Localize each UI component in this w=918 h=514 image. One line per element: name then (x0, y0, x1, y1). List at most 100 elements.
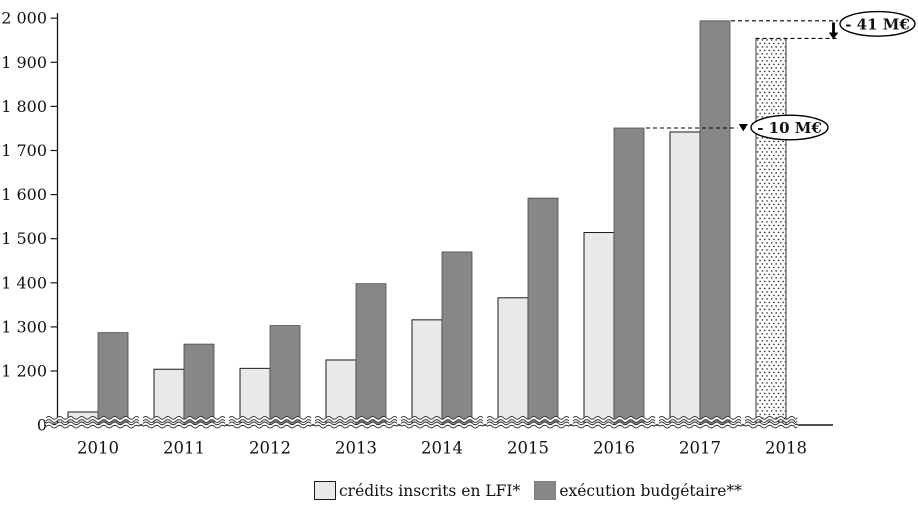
y-tick-label-2000: 2 000 (1, 9, 47, 28)
axis-break-line-2013-1b (314, 424, 398, 429)
axis-break-line-2016-0a (572, 415, 656, 420)
bar-exec-2011 (183, 343, 215, 426)
y-axis: 2 000 1 900 1 800 1 700 1 600 1 500 1 400 1 300… (1, 9, 59, 435)
axis-break-white-2013-1 (313, 422, 399, 428)
bar-exec-2013 (355, 283, 387, 426)
axis-break-line-2015-1a (486, 421, 570, 426)
annotation-minus-41-oval (839, 10, 916, 37)
chart-legend: crédits inscrits en LFI* exécution budgé… (314, 481, 742, 500)
axis-break-line-2015-0a (486, 415, 570, 420)
year-label-2012: 2012 (249, 439, 291, 458)
axis-break-white-2018-1 (743, 422, 799, 428)
annotation-minus-10: - 10 M€ (646, 114, 829, 141)
year-label-2011: 2011 (163, 439, 205, 458)
axis-break-marks (44, 415, 799, 429)
axis-break-line-2017-0b (658, 419, 742, 423)
legend-label-lfi: crédits inscrits en LFI* (339, 481, 521, 500)
axis-break-line-2013-0b (314, 419, 398, 423)
axis-break-line-2010-1b (45, 424, 140, 429)
annotation-minus-41-label: - 41 M€ (845, 15, 910, 33)
bar-lfi-2018-dotted (756, 38, 786, 426)
y-tick-label-1900: 1 900 (1, 53, 47, 72)
annotation-minus-10-label: - 10 M€ (757, 119, 822, 137)
axis-break-white-2017-0 (657, 416, 743, 423)
axis-break-white-2010-1 (44, 422, 141, 428)
axis-break-line-2017-1a (658, 421, 742, 426)
axis-break-line-2011-1b (142, 424, 226, 429)
axis-break-line-2012-1a (228, 421, 312, 426)
axis-break-line-2018-1a (744, 421, 798, 426)
bars (67, 20, 787, 426)
axis-break-white-2014-1 (399, 422, 485, 428)
axis-break-white-2010-0 (44, 416, 141, 423)
legend-item-exec: exécution budgétaire** (534, 481, 742, 500)
y-tick-label-1500: 1 500 (1, 229, 47, 248)
bar-exec-2014 (441, 251, 473, 426)
axis-break-line-2018-1b (744, 424, 798, 429)
axis-break-white-2013-0 (313, 416, 399, 423)
year-label-2017: 2017 (679, 439, 721, 458)
annotation-minus-41: - 41 M€ (731, 10, 916, 40)
axis-break-line-2010-1a (45, 421, 140, 426)
axis-break-line-2012-0b (228, 419, 312, 423)
year-label-2013: 2013 (335, 439, 377, 458)
axis-break-white-2012-1 (227, 422, 313, 428)
axis-break-line-2014-1a (400, 421, 484, 426)
axis-break-line-2014-1b (400, 424, 484, 429)
legend-swatch-exec-icon (534, 481, 557, 500)
year-label-2014: 2014 (421, 439, 463, 458)
bar-lfi-2017 (669, 131, 701, 426)
bar-exec-2016 (613, 127, 645, 426)
year-label-2010: 2010 (77, 439, 119, 458)
bar-exec-2017 (699, 20, 731, 426)
bar-lfi-2016 (583, 232, 615, 426)
y-tick-label-1700: 1 700 (1, 141, 47, 160)
bar-exec-2015 (527, 197, 559, 426)
axis-break-line-2011-0b (142, 419, 226, 423)
y-tick-label-1600: 1 600 (1, 185, 47, 204)
bar-lfi-2014 (411, 319, 443, 426)
y-tick-label-1400: 1 400 (1, 273, 47, 292)
axis-break-white-2011-0 (141, 416, 227, 423)
legend-label-exec: exécution budgétaire** (559, 481, 742, 500)
axis-break-white-2012-0 (227, 416, 313, 423)
axis-break-white-2014-0 (399, 416, 485, 423)
axis-break-line-2012-1b (228, 424, 312, 429)
bar-exec-2010 (97, 332, 129, 426)
bar-lfi-2011 (153, 368, 185, 426)
axis-break-white-2017-1 (657, 422, 743, 428)
axis-break-line-2014-0b (400, 419, 484, 423)
axis-break-line-2010-0a (45, 415, 140, 420)
year-label-2018: 2018 (765, 439, 807, 458)
axis-break-line-2013-1a (314, 421, 398, 426)
axis-break-line-2012-0a (228, 415, 312, 420)
axis-break-line-2018-0a (744, 415, 798, 420)
y-tick-label-0: 0 (37, 416, 47, 435)
legend-swatch-lfi-icon (314, 481, 336, 500)
axis-break-line-2015-1b (486, 424, 570, 429)
axis-break-line-2011-1a (142, 421, 226, 426)
axis-break-white-2015-0 (485, 416, 571, 423)
annotation-minus-10-pointer-icon (738, 124, 748, 132)
annotation-minus-10-oval (750, 114, 829, 141)
y-tick-label-1800: 1 800 (1, 97, 47, 116)
legend-item-lfi: crédits inscrits en LFI* (314, 481, 520, 500)
year-label-2015: 2015 (507, 439, 549, 458)
bar-exec-2012 (269, 325, 301, 426)
axis-break-white-2018-0 (743, 416, 799, 423)
y-tick-label-1200: 1 200 (1, 362, 47, 381)
axis-break-white-2016-0 (571, 416, 657, 423)
axis-break-line-2015-0b (486, 419, 570, 423)
axis-break-line-2017-0a (658, 415, 742, 420)
axis-break-line-2013-0a (314, 415, 398, 420)
axis-break-line-2011-0a (142, 415, 226, 420)
bar-lfi-2015 (497, 297, 529, 426)
axis-break-white-2016-1 (571, 422, 657, 428)
axis-break-line-2016-1a (572, 421, 656, 426)
bar-lfi-2013 (325, 359, 357, 426)
axis-break-line-2016-0b (572, 419, 656, 423)
x-axis-labels: 2010 2011 2012 2013 2014 2015 2016 2017 2018 (77, 439, 807, 458)
axis-break-line-2010-0b (45, 419, 140, 423)
axis-break-line-2014-0a (400, 415, 484, 420)
